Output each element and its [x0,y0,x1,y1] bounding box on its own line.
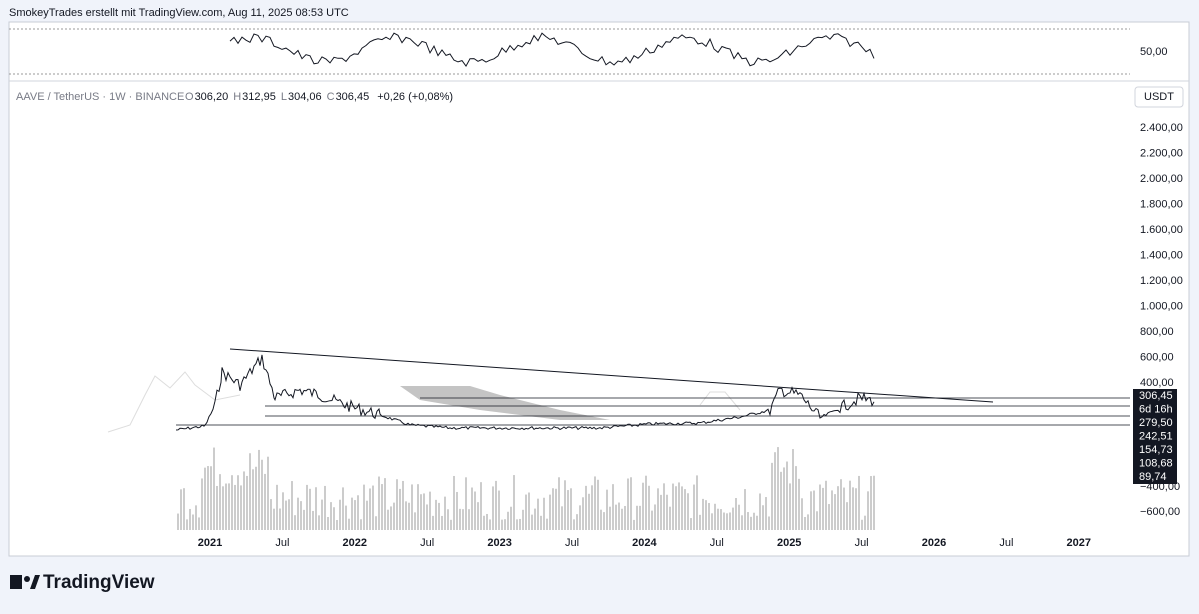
trendline [229,348,994,403]
currency[interactable]: USDT [1144,91,1174,103]
rsi-line [229,32,875,68]
logo-mark [24,576,30,582]
time-label: 2024 [632,537,657,549]
logo: TradingView [10,572,155,593]
currency-button[interactable] [1134,86,1184,108]
header-text: SmokeyTrades erstellt mit TradingView.co… [9,7,349,19]
symbol: AAVE / TetherUS · 1W · BINANCE [16,91,184,103]
badge-label: 108,68 [1139,457,1173,469]
price-label: 1.600,00 [1140,224,1183,236]
ohlc-key: O [185,91,194,103]
price-badge [1133,416,1177,430]
chart-panel [8,21,1190,557]
price-label: 2.200,00 [1140,147,1183,159]
change: +0,26 (+0,08%) [377,91,453,103]
ohlc-value: 306,45 [336,91,370,103]
price-label: 600,00 [1140,351,1174,363]
time-label: 2021 [198,537,222,549]
ohlc-key: L [281,91,287,103]
badge-label: 89,74 [1139,471,1167,483]
ohlc-key: H [233,91,241,103]
legend: AAVE / TetherUS · 1W · BINANCE O 306,20 H 3… [16,91,453,103]
badge-label: 6d 16h [1139,403,1173,415]
badge-label: 242,51 [1139,430,1173,442]
ohlc-value: 312,95 [242,91,276,103]
ohlc-value: 304,06 [288,91,322,103]
price-label: 1.200,00 [1140,275,1183,287]
shadow-line [107,371,241,433]
time-label: Jul [855,537,869,549]
time-label: 2022 [343,537,367,549]
price-label: 1.400,00 [1140,249,1183,261]
price-badge [1133,456,1177,471]
price-label: 800,00 [1140,326,1174,338]
price-badge [1133,402,1177,417]
logo-text: TradingView [43,572,155,593]
time-label: 2023 [487,537,511,549]
price-badge [1133,429,1177,444]
price-badge [1133,443,1177,457]
price-badge [1133,470,1177,484]
time-label: 2026 [922,537,946,549]
price-label: 2.400,00 [1140,122,1183,134]
badge-label: 154,73 [1139,444,1173,456]
ohlc-value: 306,20 [195,91,229,103]
badge-label: 306,45 [1139,390,1173,402]
time-label: Jul [420,537,434,549]
cloud [400,386,610,420]
price-label: −600,00 [1140,506,1180,518]
badge-label: 279,50 [1139,417,1173,429]
time-label: Jul [565,537,579,549]
rsi-label: 50,00 [1140,46,1168,58]
plot [107,32,1130,530]
price-badge [1133,389,1177,403]
time-label: Jul [999,537,1013,549]
time-label: Jul [275,537,289,549]
shadow-line [699,391,741,411]
price-line [175,354,875,431]
price-label: 1.800,00 [1140,198,1183,210]
price-label: 1.000,00 [1140,300,1183,312]
price-label: 400,00 [1140,377,1174,389]
time-label: 2027 [1067,537,1091,549]
axes: 2.400,00 2.200,00 2.000,00 1.800,00 1.600,00… [198,122,1183,549]
time-label: 2025 [777,537,801,549]
time-label: Jul [710,537,724,549]
price-label: 2.000,00 [1140,173,1183,185]
logo-mark [10,575,22,589]
ohlc-key: C [327,91,335,103]
logo-mark [30,575,40,589]
